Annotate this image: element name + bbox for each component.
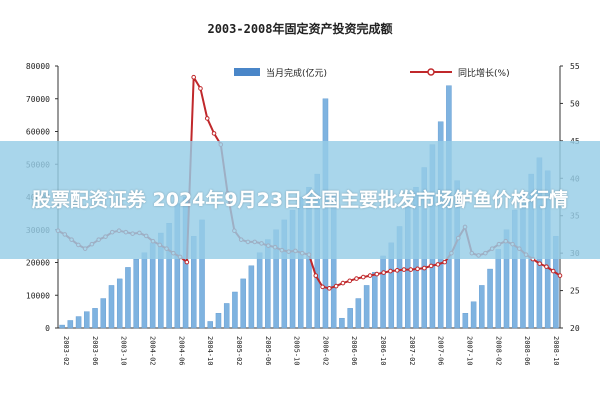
line-point xyxy=(435,262,441,267)
bar xyxy=(100,298,107,329)
line-point xyxy=(367,273,373,278)
x-tick-label: 2006-02 xyxy=(321,336,329,366)
x-tick-label: 2008-06 xyxy=(523,336,531,366)
line-point xyxy=(381,270,386,275)
line-point xyxy=(204,116,210,121)
line-point xyxy=(347,278,353,284)
line-point xyxy=(313,273,319,278)
x-tick-label: 2003-06 xyxy=(91,336,99,366)
y-left-tick-label: 60000 xyxy=(26,128,50,137)
line-point xyxy=(211,131,217,136)
x-tick-label: 2007-06 xyxy=(437,336,445,366)
bar xyxy=(84,311,90,329)
line-point xyxy=(428,263,434,269)
legend-line-marker xyxy=(427,68,435,76)
x-tick-label: 2006-06 xyxy=(350,336,358,366)
x-tick-label: 2003-10 xyxy=(120,336,128,366)
x-tick-label: 2008-02 xyxy=(494,336,502,366)
line-point xyxy=(198,86,203,91)
x-tick-label: 2005-06 xyxy=(264,336,272,366)
bar xyxy=(59,324,65,329)
line-point xyxy=(374,271,380,277)
bar xyxy=(133,259,139,329)
line-point xyxy=(550,268,556,274)
bar xyxy=(372,272,378,329)
line-point xyxy=(320,284,325,290)
bar xyxy=(347,308,353,329)
y-right-tick-label: 20 xyxy=(570,324,580,333)
y-right-tick-label: 55 xyxy=(570,62,580,71)
bar xyxy=(470,301,477,329)
line-point xyxy=(544,264,549,269)
line-point xyxy=(191,74,196,80)
bar xyxy=(479,285,485,329)
bar xyxy=(462,313,469,329)
y-left-tick-label: 70000 xyxy=(26,95,50,104)
headline-banner: 股票配资证券 2024年9月23日全国主要批发市场鲈鱼价格行情 xyxy=(0,141,600,259)
bar xyxy=(141,252,148,329)
x-tick-label: 2004-02 xyxy=(148,336,156,366)
line-point xyxy=(422,265,427,271)
line-point xyxy=(394,268,400,273)
bar xyxy=(215,313,222,329)
x-axis-ticks: 2003-02 2003-06 2003-10 2004-02 2004-06 2004-… xyxy=(62,336,560,366)
y-right-tick-label: 50 xyxy=(570,99,580,108)
y-left-tick-label: 20000 xyxy=(26,259,50,268)
y-left-tick-label: 0 xyxy=(45,324,50,333)
bar xyxy=(125,267,131,329)
x-tick-label: 2007-10 xyxy=(466,336,474,366)
line-point xyxy=(184,259,190,265)
bar xyxy=(495,249,502,329)
y-right-tick-label: 25 xyxy=(570,287,580,296)
x-tick-label: 2005-10 xyxy=(293,336,301,366)
bar xyxy=(207,321,213,329)
line-point xyxy=(557,273,563,278)
y-left-tick-label: 80000 xyxy=(26,62,50,71)
line-point xyxy=(537,261,542,266)
bar xyxy=(92,308,98,329)
legend-bar-label: 当月完成(亿元) xyxy=(266,67,327,79)
line-point xyxy=(408,267,414,272)
legend-bar-swatch xyxy=(234,68,260,76)
line-point xyxy=(360,274,366,280)
legend: 当月完成(亿元) 同比增长(%) xyxy=(234,67,510,79)
bar xyxy=(232,291,238,329)
x-tick-label: 2008-10 xyxy=(552,336,560,366)
bar xyxy=(240,278,246,329)
line-point xyxy=(401,267,407,272)
headline-text: 股票配资证券 2024年9月23日全国主要批发市场鲈鱼价格行情 xyxy=(31,188,569,211)
line-point xyxy=(340,280,346,286)
bar xyxy=(380,255,386,329)
x-tick-label: 2003-02 xyxy=(62,336,70,366)
bar xyxy=(223,303,230,329)
bar xyxy=(67,320,74,329)
x-tick-label: 2004-10 xyxy=(206,336,214,366)
bar xyxy=(116,278,123,329)
bar xyxy=(256,252,263,329)
line-point xyxy=(442,259,447,265)
line-point xyxy=(354,276,359,281)
line-point xyxy=(388,268,393,274)
line-point xyxy=(333,283,339,289)
bar xyxy=(108,285,115,329)
line-point xyxy=(415,266,420,272)
bar xyxy=(339,317,345,329)
bar xyxy=(75,316,82,329)
y-left-tick-label: 10000 xyxy=(26,291,50,300)
bar xyxy=(487,268,493,329)
x-tick-label: 2006-10 xyxy=(379,336,387,366)
line-point xyxy=(327,286,332,291)
chart-title: 2003-2008年固定资产投资完成额 xyxy=(207,21,392,36)
x-tick-label: 2007-02 xyxy=(408,336,416,366)
legend-line-label: 同比增长(%) xyxy=(458,67,510,79)
bar xyxy=(355,298,362,329)
x-tick-label: 2004-06 xyxy=(177,336,185,366)
bar xyxy=(363,285,370,329)
x-tick-label: 2005-02 xyxy=(235,336,243,366)
bar xyxy=(248,265,255,329)
